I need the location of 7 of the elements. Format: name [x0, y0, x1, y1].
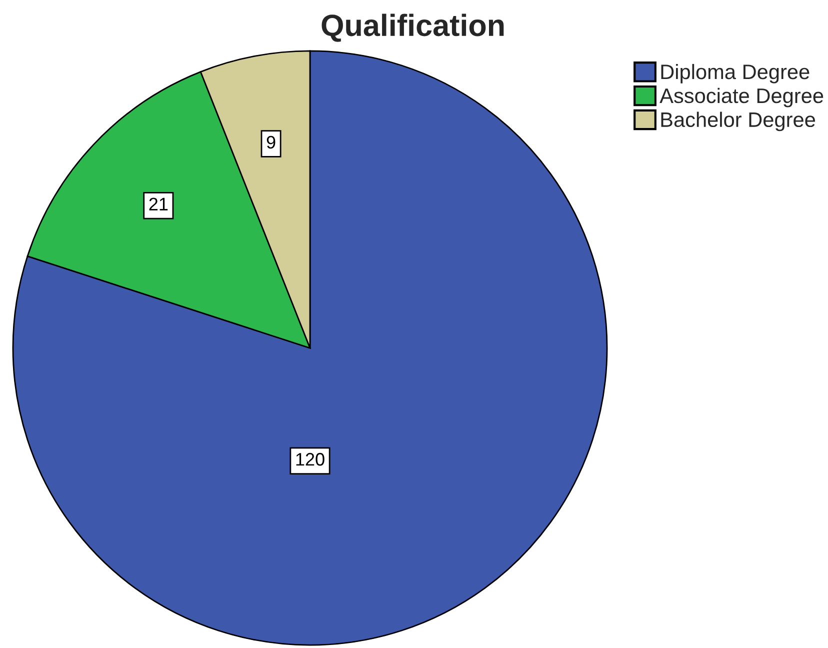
legend-label: Bachelor Degree	[661, 112, 815, 132]
data-label: 9	[266, 136, 276, 149]
data-label: 21	[149, 198, 168, 210]
legend-label: Associate Degree	[660, 88, 824, 108]
data-label: 120	[296, 452, 324, 466]
legend-label: Diploma Degree	[661, 64, 810, 84]
chart-title: Qualification	[322, 14, 504, 42]
